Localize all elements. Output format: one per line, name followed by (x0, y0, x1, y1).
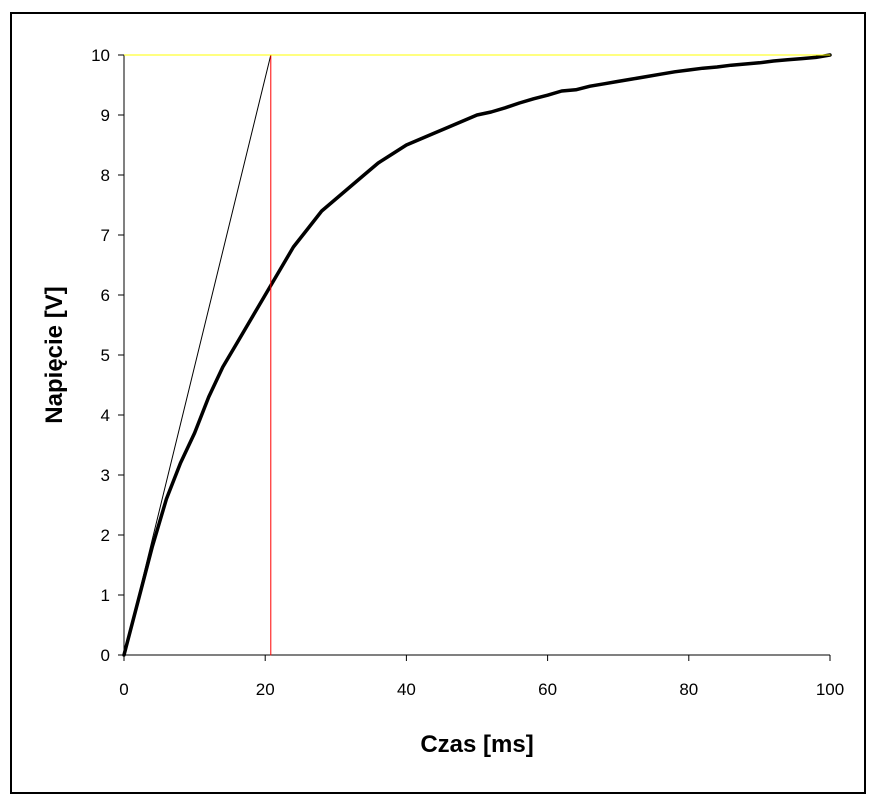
y-tick-label: 1 (101, 586, 110, 605)
y-tick-label: 4 (101, 406, 110, 425)
x-tick-label: 60 (538, 680, 557, 699)
y-tick-label: 7 (101, 226, 110, 245)
x-tick-label: 0 (119, 680, 128, 699)
y-tick-label: 3 (101, 466, 110, 485)
x-tick-label: 20 (256, 680, 275, 699)
y-tick-label: 0 (101, 646, 110, 665)
y-tick-label: 9 (101, 106, 110, 125)
y-tick-label: 2 (101, 526, 110, 545)
chart-frame (10, 12, 866, 794)
y-tick-label: 5 (101, 346, 110, 365)
x-axis-title: Czas [ms] (420, 731, 533, 758)
tangent-line (123, 54, 272, 656)
charging-curve (122, 53, 832, 657)
y-tick-label: 8 (101, 166, 110, 185)
y-tick-label: 6 (101, 286, 110, 305)
y-tick-label: 10 (91, 46, 110, 65)
x-tick-label: 40 (397, 680, 416, 699)
series-layer (122, 53, 832, 657)
x-tick-label: 80 (679, 680, 698, 699)
y-axis-title: Napięcie [V] (41, 286, 68, 423)
x-tick-label: 100 (816, 680, 844, 699)
